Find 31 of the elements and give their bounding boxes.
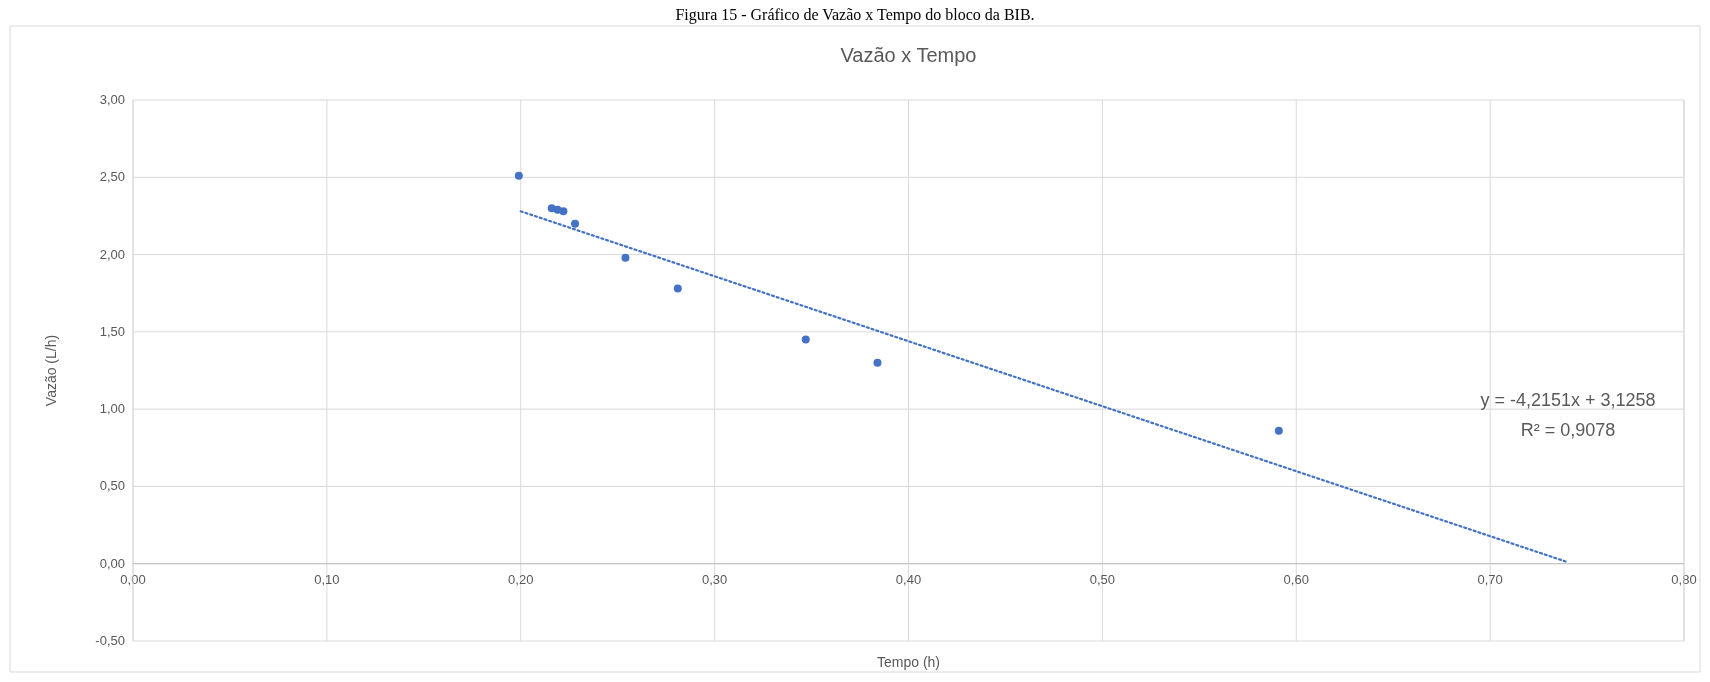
- x-tick-label: 0,20: [508, 571, 534, 587]
- y-tick-label: 3,00: [99, 92, 125, 107]
- y-tick-label: 2,00: [99, 246, 125, 262]
- annotation: y = -4,2151x + 3,1258: [1480, 390, 1656, 410]
- point: [559, 207, 568, 216]
- point: [673, 284, 682, 293]
- x-tick-label: 0,70: [1477, 571, 1503, 587]
- y-tick-label: 1,00: [99, 401, 125, 417]
- x-tick-label: 0,00: [120, 571, 146, 587]
- point: [873, 358, 882, 367]
- y-tick-label: 2,50: [99, 169, 125, 185]
- y-tick-label: 0,00: [99, 555, 125, 571]
- y-axis-title: Vazão (L/h): [43, 334, 59, 407]
- point: [621, 253, 630, 262]
- x-tick-label: 0,10: [314, 571, 340, 587]
- annotation: R² = 0,9078: [1520, 420, 1616, 440]
- x-tick-label: 0,80: [1671, 571, 1697, 587]
- chart-title: Vazão x Tempo: [840, 44, 977, 66]
- x-tick-label: 0,30: [701, 571, 728, 587]
- text: Figura 15 - Gráfico de Vazão x Tempo do bloco da BIB.: [675, 6, 1035, 24]
- x-tick-label: 0,60: [1283, 571, 1309, 587]
- x-axis-title: Tempo (h): [876, 654, 941, 670]
- y-tick-label: -0,50: [95, 633, 125, 648]
- point: [514, 171, 523, 180]
- y-tick-label: 0,50: [99, 478, 125, 494]
- x-tick-label: 0,40: [895, 571, 922, 587]
- point: [571, 219, 580, 228]
- point: [801, 335, 810, 344]
- x-tick-label: 0,50: [1089, 571, 1116, 587]
- y-tick-label: 1,50: [99, 323, 125, 339]
- point: [1274, 426, 1283, 435]
